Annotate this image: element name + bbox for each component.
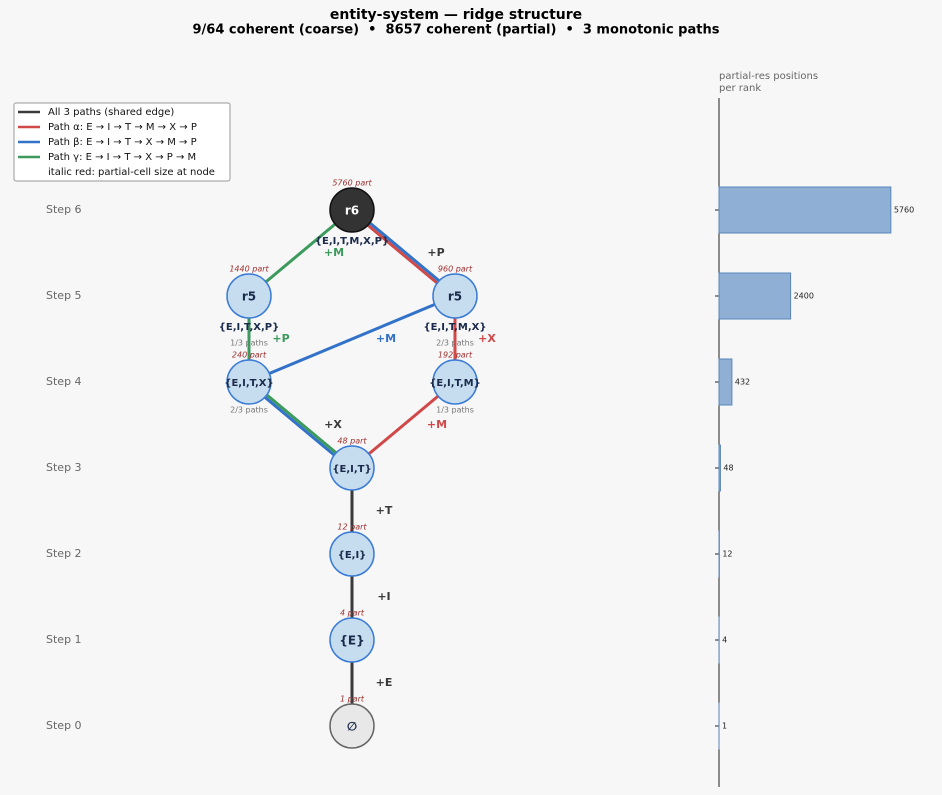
step-label: Step 5 xyxy=(46,289,82,302)
paths-label: 2/3 paths xyxy=(436,339,474,348)
value-label: 432 xyxy=(735,378,750,387)
node-label: r6 xyxy=(345,204,359,218)
node-label: ∅ xyxy=(347,720,357,734)
value-label: 1 xyxy=(722,722,727,731)
node xyxy=(329,617,375,663)
edge-label: +M xyxy=(427,418,447,431)
set-label: {E,I,T,M,X} xyxy=(423,322,486,333)
node-label: r5 xyxy=(448,290,462,304)
edge-label: +P xyxy=(427,246,444,259)
step-label: Step 3 xyxy=(46,461,82,474)
node xyxy=(226,273,272,319)
edge-label: +E xyxy=(376,676,393,689)
step-label: Step 2 xyxy=(46,547,82,560)
bar xyxy=(718,358,733,406)
paths-label: 1/3 paths xyxy=(230,339,268,348)
edge-label: +X xyxy=(478,332,496,345)
node xyxy=(226,359,272,405)
edge-label: +I xyxy=(377,590,390,603)
size-label: 1 part xyxy=(340,695,365,704)
node-label: r5 xyxy=(242,290,256,304)
set-label: {E,I,T,M,X,P} xyxy=(315,236,389,247)
legend-label: Path α: E → I → T → M → X → P xyxy=(48,122,197,133)
legend-box xyxy=(13,102,231,182)
edge-label: +M xyxy=(376,332,396,345)
node xyxy=(329,531,375,577)
value-label: 2400 xyxy=(794,292,814,301)
size-label: 4 part xyxy=(340,609,365,618)
bar xyxy=(718,186,892,234)
size-label: 960 part xyxy=(438,265,473,274)
step-label: Step 6 xyxy=(46,203,82,216)
bar xyxy=(718,444,721,492)
set-label: {E,I,T,X,P} xyxy=(219,322,279,333)
edge-label: +P xyxy=(272,332,289,345)
value-label: 5760 xyxy=(894,206,914,215)
size-label: 1440 part xyxy=(229,265,269,274)
size-label: 5760 part xyxy=(332,179,372,188)
legend-label: Path γ: E → I → T → X → P → M xyxy=(48,152,196,163)
value-label: 12 xyxy=(722,550,732,559)
node-label: {E,I,T} xyxy=(332,464,371,475)
step-label: Step 1 xyxy=(46,633,82,646)
node-label: {E,I,T,M} xyxy=(429,378,481,389)
node xyxy=(329,187,375,233)
edge xyxy=(248,294,456,384)
step-label: Step 4 xyxy=(46,375,82,388)
edge-label: +T xyxy=(376,504,393,517)
legend-label: All 3 paths (shared edge) xyxy=(48,107,174,118)
size-label: 12 part xyxy=(337,523,367,532)
subtitle: 9/64 coherent (coarse) • 8657 coherent (… xyxy=(193,23,720,38)
step-label: Step 0 xyxy=(46,719,82,732)
node-label: {E} xyxy=(339,634,364,648)
node-label: {E,I} xyxy=(338,550,367,561)
node xyxy=(329,445,375,491)
size-label: 48 part xyxy=(337,437,367,446)
paths-label: 2/3 paths xyxy=(230,406,268,415)
title: entity-system — ridge structure xyxy=(330,7,582,23)
edge-label: +M xyxy=(324,246,344,259)
node-label: {E,I,T,X} xyxy=(224,378,273,389)
panel-title: partial-res positions per rank xyxy=(719,71,818,94)
bar xyxy=(718,272,792,320)
legend-label: italic red: partial-cell size at node xyxy=(48,167,215,178)
value-label: 48 xyxy=(723,464,733,473)
node xyxy=(432,273,478,319)
size-label: 240 part xyxy=(232,351,267,360)
node xyxy=(432,359,478,405)
value-label: 4 xyxy=(722,636,727,645)
legend-label: Path β: E → I → T → X → M → P xyxy=(48,137,197,148)
edge-label: +X xyxy=(324,418,342,431)
paths-label: 1/3 paths xyxy=(436,406,474,415)
node xyxy=(329,703,375,749)
size-label: 192 part xyxy=(438,351,473,360)
